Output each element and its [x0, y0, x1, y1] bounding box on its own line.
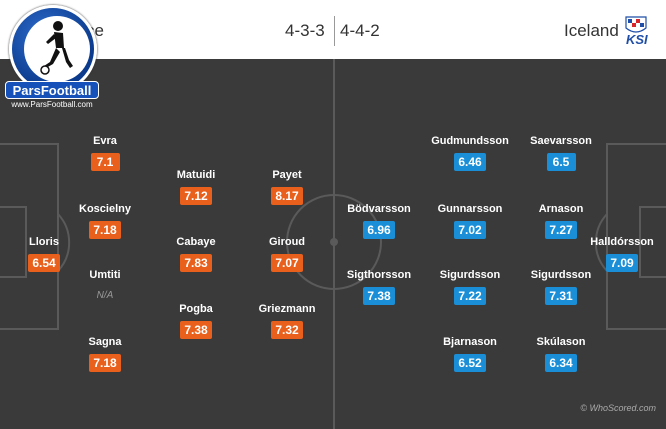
- player-rating: 7.38: [180, 321, 212, 339]
- formation-divider: [334, 16, 335, 46]
- player-name: Sagna: [88, 336, 122, 348]
- player-name: Halldórsson: [590, 236, 654, 248]
- player-name: Sigthorsson: [346, 269, 412, 281]
- player-rating: 7.32: [271, 321, 303, 339]
- away-player[interactable]: Saevarsson 6.5: [521, 135, 601, 171]
- away-player[interactable]: Bödvarsson 6.96: [339, 203, 419, 239]
- player-rating: N/A: [96, 290, 114, 301]
- away-player[interactable]: Skúlason 6.34: [521, 336, 601, 372]
- player-name: Gunnarsson: [437, 203, 503, 215]
- source-credit: © WhoScored.com: [580, 403, 656, 413]
- away-player[interactable]: Sigurdsson 7.31: [521, 269, 601, 305]
- player-name: Sigurdsson: [530, 269, 592, 281]
- player-rating: 6.5: [546, 153, 576, 171]
- player-rating: 7.09: [606, 254, 638, 272]
- player-rating: 7.1: [90, 153, 120, 171]
- footballer-icon: [40, 21, 73, 75]
- home-player[interactable]: Payet 8.17: [247, 169, 327, 205]
- player-name: Bjarnason: [443, 336, 497, 348]
- player-rating: 7.18: [89, 354, 121, 372]
- away-player[interactable]: Gunnarsson 7.02: [430, 203, 510, 239]
- player-rating: 6.46: [454, 153, 486, 171]
- player-name: Gudmundsson: [431, 135, 509, 147]
- player-rating: 6.54: [28, 254, 60, 272]
- match-header: ce 4-3-3 4-4-2 Iceland KSI: [0, 0, 666, 59]
- player-rating: 7.18: [89, 221, 121, 239]
- player-rating: 7.38: [363, 287, 395, 305]
- player-rating: 7.31: [545, 287, 577, 305]
- logo-badge: [9, 5, 97, 93]
- player-name: Evra: [93, 135, 117, 147]
- player-rating: 7.07: [271, 254, 303, 272]
- player-rating: 6.96: [363, 221, 395, 239]
- home-player[interactable]: Umtiti N/A: [65, 269, 145, 305]
- player-name: Skúlason: [536, 336, 586, 348]
- player-rating: 7.22: [454, 287, 486, 305]
- away-player[interactable]: Gudmundsson 6.46: [430, 135, 510, 171]
- away-player[interactable]: Arnason 7.27: [521, 203, 601, 239]
- home-player[interactable]: Pogba 7.38: [156, 303, 236, 339]
- home-player[interactable]: Griezmann 7.32: [247, 303, 327, 339]
- player-rating: 7.27: [545, 221, 577, 239]
- svg-text:KSI: KSI: [626, 32, 648, 46]
- player-name: Saevarsson: [530, 135, 592, 147]
- brand-name: ParsFootball: [5, 81, 99, 99]
- home-player[interactable]: Cabaye 7.83: [156, 236, 236, 272]
- away-player[interactable]: Sigthorsson 7.38: [339, 269, 419, 305]
- player-name: Sigurdsson: [439, 269, 501, 281]
- home-player[interactable]: Lloris 6.54: [4, 236, 84, 272]
- home-player[interactable]: Sagna 7.18: [65, 336, 145, 372]
- away-player[interactable]: Bjarnason 6.52: [430, 336, 510, 372]
- parsfootball-logo: ParsFootball www.ParsFootball.com: [5, 5, 99, 109]
- player-name: Cabaye: [176, 236, 216, 248]
- player-name: Umtiti: [89, 269, 121, 281]
- away-formation: 4-4-2: [340, 21, 380, 40]
- player-rating: 7.83: [180, 254, 212, 272]
- pitch-markings: [0, 59, 666, 429]
- player-rating: 7.02: [454, 221, 486, 239]
- player-rating: 6.34: [545, 354, 577, 372]
- player-name: Lloris: [29, 236, 59, 248]
- player-name: Koscielny: [79, 203, 131, 215]
- home-formation: 4-3-3: [285, 21, 325, 40]
- player-rating: 8.17: [271, 187, 303, 205]
- player-name: Arnason: [538, 203, 584, 215]
- away-player[interactable]: Halldórsson 7.09: [582, 236, 662, 272]
- player-name: Pogba: [179, 303, 213, 315]
- player-name: Bödvarsson: [347, 203, 411, 215]
- player-name: Giroud: [268, 236, 306, 248]
- home-player[interactable]: Matuidi 7.12: [156, 169, 236, 205]
- home-player[interactable]: Koscielny 7.18: [65, 203, 145, 239]
- player-name: Griezmann: [258, 303, 316, 315]
- ksi-crest-icon: KSI: [625, 16, 648, 46]
- player-name: Payet: [272, 169, 302, 181]
- player-rating: 7.12: [180, 187, 212, 205]
- brand-url: www.ParsFootball.com: [11, 100, 93, 109]
- player-name: Matuidi: [176, 169, 216, 181]
- away-team-name: Iceland: [564, 21, 619, 40]
- home-player[interactable]: Giroud 7.07: [247, 236, 327, 272]
- home-player[interactable]: Evra 7.1: [65, 135, 145, 171]
- pitch: Lloris 6.54 Evra 7.1 Koscielny 7.18 Umti…: [0, 59, 666, 429]
- player-rating: 6.52: [454, 354, 486, 372]
- away-player[interactable]: Sigurdsson 7.22: [430, 269, 510, 305]
